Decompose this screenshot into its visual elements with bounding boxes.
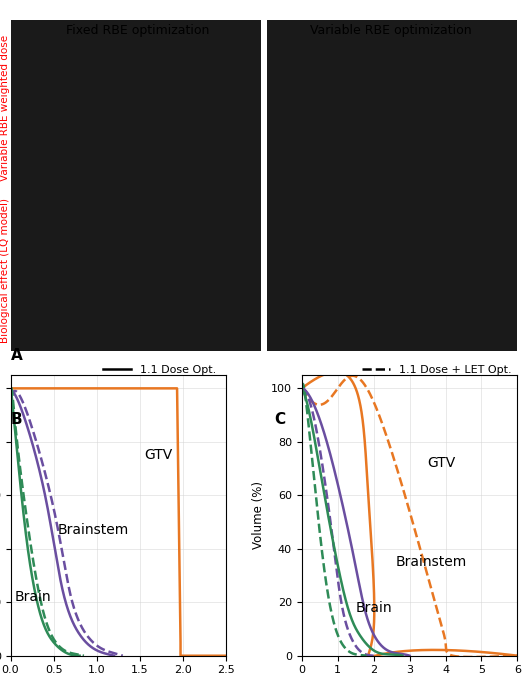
Text: Brainstem: Brainstem bbox=[58, 523, 129, 537]
Text: GTV: GTV bbox=[144, 448, 173, 462]
Legend: 1.1 Dose Opt.: 1.1 Dose Opt. bbox=[99, 361, 221, 380]
Y-axis label: Volume (%): Volume (%) bbox=[252, 481, 266, 550]
Text: Variable RBE weighted dose: Variable RBE weighted dose bbox=[1, 35, 10, 181]
Legend: 1.1 Dose + LET Opt.: 1.1 Dose + LET Opt. bbox=[358, 361, 516, 380]
Text: A: A bbox=[11, 348, 22, 363]
Text: GTV: GTV bbox=[428, 456, 456, 470]
Text: Biological effect (LQ model): Biological effect (LQ model) bbox=[1, 198, 10, 343]
Text: Fixed RBE optimization: Fixed RBE optimization bbox=[65, 24, 209, 37]
Text: Variable RBE optimization: Variable RBE optimization bbox=[310, 24, 472, 37]
Text: Brain: Brain bbox=[356, 600, 392, 614]
Text: B: B bbox=[11, 412, 22, 427]
Text: Brainstem: Brainstem bbox=[395, 555, 466, 569]
Text: Brain: Brain bbox=[15, 590, 52, 604]
Text: C: C bbox=[275, 412, 286, 427]
